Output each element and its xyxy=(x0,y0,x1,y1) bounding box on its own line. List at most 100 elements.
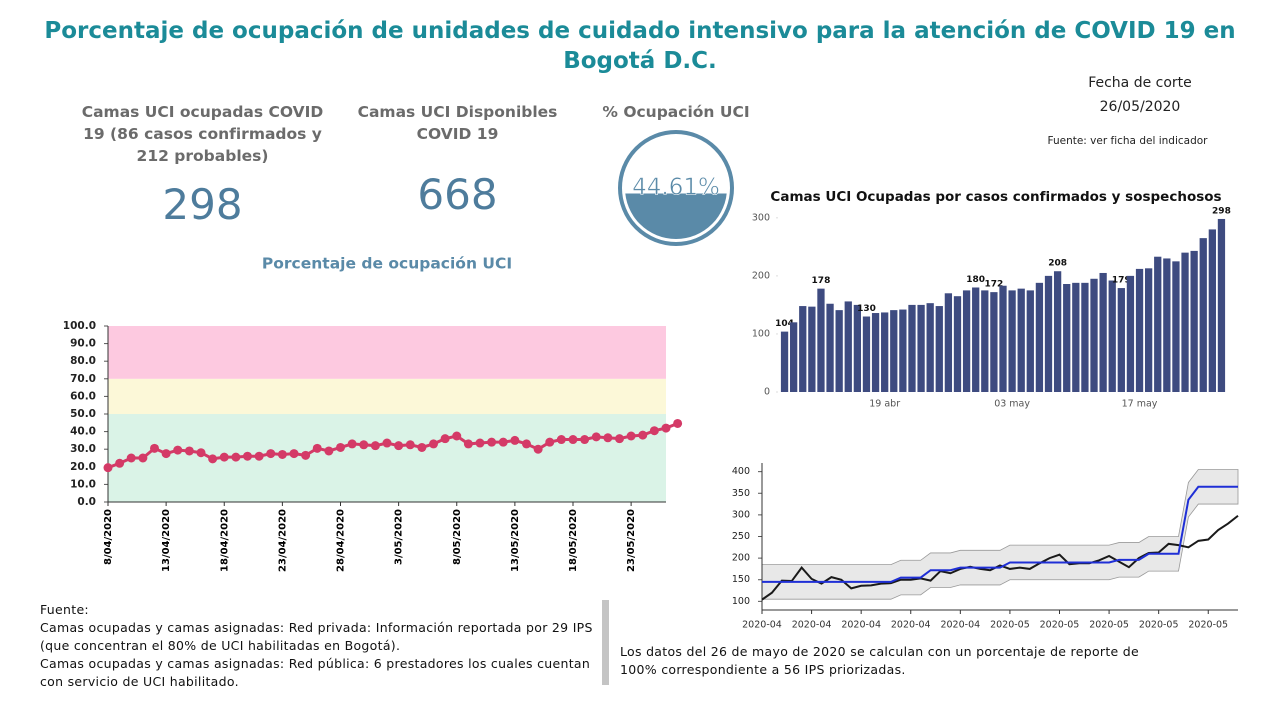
y-tick-label: 100.0 xyxy=(63,320,96,332)
data-point xyxy=(568,435,578,445)
y-tick-label: 150 xyxy=(732,574,750,585)
date-label: Fecha de corte xyxy=(1088,75,1192,91)
data-point xyxy=(382,438,392,448)
bar xyxy=(1126,275,1135,392)
range-band xyxy=(108,326,666,379)
data-point xyxy=(440,434,450,444)
data-point xyxy=(254,451,264,461)
data-point xyxy=(301,450,311,460)
data-point xyxy=(208,454,218,464)
value-label: 180 xyxy=(966,275,985,285)
value-label: 208 xyxy=(1048,259,1067,269)
bar xyxy=(1090,278,1098,392)
bar xyxy=(999,285,1007,392)
bar xyxy=(1035,282,1044,392)
bar xyxy=(899,309,907,392)
x-tick-label: 13/04/2020 xyxy=(161,509,172,572)
bar xyxy=(853,304,862,392)
range-band xyxy=(108,414,666,502)
footnote-right: Los datos del 26 de mayo de 2020 se calc… xyxy=(620,644,1140,677)
kpi-label: Camas UCI Disponibles COVID 19 xyxy=(357,103,558,143)
x-tick-label: 23/05/2020 xyxy=(626,509,637,572)
bar xyxy=(817,288,825,392)
x-tick-label: 2020-04 xyxy=(841,620,881,631)
gauge-ring xyxy=(618,130,734,246)
x-tick-label: 03 may xyxy=(994,399,1030,410)
data-point xyxy=(638,430,648,440)
separator xyxy=(602,600,609,685)
data-point xyxy=(591,432,601,442)
data-point xyxy=(556,435,566,445)
source: Fuente: ver ficha del indicador xyxy=(1047,135,1208,147)
bar xyxy=(1099,272,1107,392)
x-tick-label: 8/05/2020 xyxy=(452,509,463,565)
x-tick-label: 2020-05 xyxy=(1188,620,1228,631)
data-point xyxy=(661,423,671,433)
data-point xyxy=(370,441,380,451)
bar xyxy=(1135,268,1144,392)
bar xyxy=(972,287,980,392)
data-point xyxy=(115,458,125,468)
x-tick-label: 2020-04 xyxy=(891,620,931,631)
value-label: 179 xyxy=(1112,276,1131,286)
bar xyxy=(1108,280,1116,392)
bar xyxy=(871,313,880,392)
data-point xyxy=(429,439,438,449)
bar xyxy=(780,331,789,392)
y-tick-label: 10.0 xyxy=(70,478,96,490)
y-tick-label: 40.0 xyxy=(70,426,96,438)
bar xyxy=(1017,288,1025,392)
x-tick-label: 28/04/2020 xyxy=(336,509,347,572)
bar xyxy=(844,301,852,392)
bar xyxy=(1163,258,1171,392)
data-point xyxy=(545,437,555,447)
range-band xyxy=(108,378,666,414)
kpi-value: 298 xyxy=(162,180,243,229)
bar xyxy=(1072,282,1080,392)
bar xyxy=(799,306,807,392)
data-point xyxy=(452,431,462,441)
bar xyxy=(790,322,798,392)
bar xyxy=(1117,288,1125,392)
confidence-band xyxy=(761,469,1239,600)
x-tick-label: 18/04/2020 xyxy=(219,509,230,572)
bar xyxy=(944,293,953,392)
data-point xyxy=(580,435,590,445)
page-title: Porcentaje de ocupación de unidades de c… xyxy=(44,18,1236,74)
bar xyxy=(835,310,843,392)
data-point xyxy=(487,437,497,447)
data-point xyxy=(126,453,136,463)
data-point xyxy=(289,449,299,459)
bar xyxy=(881,312,889,392)
value-label: 178 xyxy=(812,276,831,286)
data-point xyxy=(173,445,183,455)
bar xyxy=(1181,252,1189,392)
bar xyxy=(908,304,916,392)
data-point xyxy=(522,439,531,449)
data-point xyxy=(312,443,322,453)
data-point xyxy=(138,453,148,463)
bar xyxy=(1053,271,1062,392)
x-tick-label: 13/05/2020 xyxy=(510,509,521,572)
y-tick-label: 200 xyxy=(752,270,770,281)
x-tick-label: 3/05/2020 xyxy=(394,509,405,565)
y-tick-label: 30.0 xyxy=(70,443,96,455)
bar xyxy=(1044,275,1053,392)
bar xyxy=(1063,284,1071,392)
gauge-title: % Ocupación UCI xyxy=(602,103,750,121)
y-tick-label: 300 xyxy=(732,509,750,520)
bar xyxy=(1217,218,1226,392)
data-point xyxy=(347,439,357,449)
x-tick-label: 23/04/2020 xyxy=(277,509,288,572)
data-point xyxy=(510,435,520,445)
data-point xyxy=(417,442,427,452)
y-tick-label: 20.0 xyxy=(70,461,96,473)
x-tick-label: 2020-05 xyxy=(1040,620,1080,631)
bar xyxy=(890,310,898,392)
data-point xyxy=(533,444,543,454)
data-point xyxy=(615,434,624,444)
bar xyxy=(862,316,871,392)
bar xyxy=(926,303,934,392)
bar xyxy=(1008,290,1016,392)
